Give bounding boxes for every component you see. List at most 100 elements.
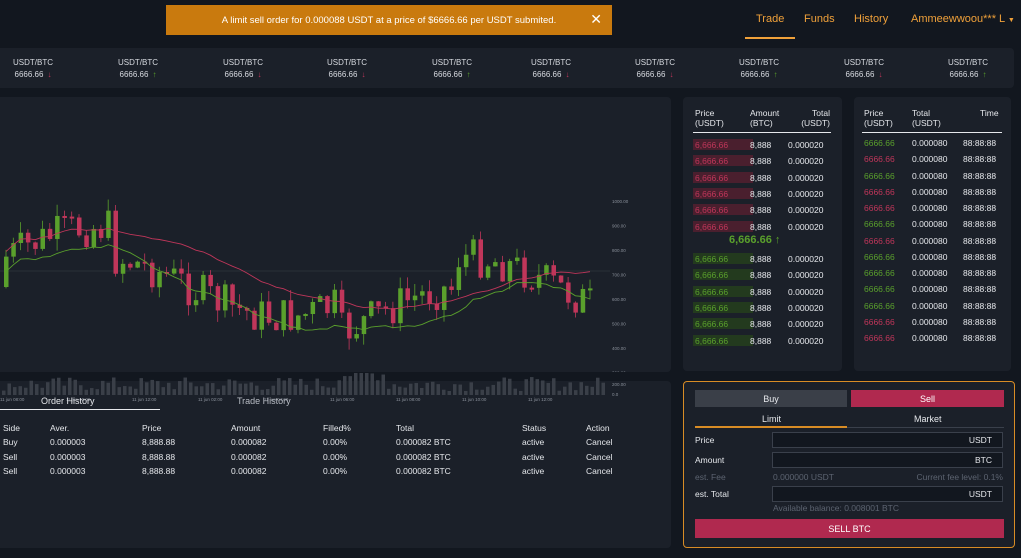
ob-header-total: Total (USDT) <box>801 108 830 128</box>
ask-depth-bar <box>693 220 753 232</box>
ticker-item[interactable]: USDT/BTC 6666.66 ↓ <box>521 58 581 79</box>
candle-body <box>412 295 418 301</box>
volume-bar <box>326 387 330 395</box>
trade-row: 6666.66 0.000080 88:88:88 <box>854 281 1011 297</box>
trade-total: 0.000080 <box>912 138 948 148</box>
candle-body <box>157 272 162 288</box>
volume-bar <box>35 384 39 395</box>
candle-body <box>347 312 352 339</box>
ticker-pair: USDT/BTC <box>531 58 571 67</box>
bid-amount: 8,888 <box>750 319 772 330</box>
candle-body <box>91 228 97 247</box>
nav-history[interactable]: History <box>854 13 889 25</box>
candle-body <box>434 303 440 310</box>
volume-bar <box>513 388 517 395</box>
ticker-item[interactable]: USDT/BTC 6666.66 ↑ <box>938 58 998 79</box>
bid-row[interactable]: 6,666.66 8,888 0.000020 <box>683 284 842 300</box>
ticker-item[interactable]: USDT/BTC 6666.66 ↑ <box>422 58 482 79</box>
trade-row: 6666.66 0.000080 88:88:88 <box>854 184 1011 200</box>
nav-funds[interactable]: Funds <box>804 13 835 25</box>
candle-body <box>383 306 389 309</box>
tab-limit[interactable]: Limit <box>762 414 782 424</box>
candle-body <box>259 301 264 330</box>
candle-body <box>142 261 148 264</box>
ask-row[interactable]: 6,666.66 8,888 0.000020 <box>683 153 842 169</box>
bid-row[interactable]: 6,666.66 8,888 0.000020 <box>683 251 842 267</box>
volume-bar <box>46 382 50 395</box>
total-label: est. Total <box>695 489 729 499</box>
ticker-item[interactable]: USDT/BTC 6666.66 ↑ <box>729 58 789 79</box>
candle-body <box>135 261 140 268</box>
volume-bar <box>535 379 539 395</box>
trade-time: 88:88:88 <box>963 138 997 148</box>
ticker-item[interactable]: USDT/BTC 6666.66 ↓ <box>625 58 685 79</box>
ticker-item[interactable]: USDT/BTC 6666.66 ↑ <box>108 58 168 79</box>
candle-body <box>420 291 425 296</box>
volume-bar <box>574 390 578 395</box>
bid-price: 6,666.66 <box>695 270 729 281</box>
close-icon[interactable]: ✕ <box>590 11 602 27</box>
bid-depth-bar <box>693 253 753 264</box>
ask-row[interactable]: 6,666.66 8,888 0.000020 <box>683 137 842 153</box>
ask-row[interactable]: 6,666.66 8,888 0.000020 <box>683 170 842 186</box>
arrow-up-icon: ↑ <box>152 70 157 79</box>
candle-body <box>536 274 542 288</box>
cancel-button[interactable]: Cancel <box>586 437 613 447</box>
sell-tab-button[interactable]: Sell <box>851 390 1004 407</box>
tab-market[interactable]: Market <box>914 414 942 424</box>
trade-price: 6666.66 <box>864 154 895 165</box>
tab-order-history[interactable]: Order History <box>41 396 95 406</box>
bid-row[interactable]: 6,666.66 8,888 0.000020 <box>683 267 842 283</box>
price-input[interactable]: USDT <box>772 432 1003 448</box>
trade-row: 6666.66 0.000080 88:88:88 <box>854 233 1011 249</box>
volume-bar <box>480 389 484 395</box>
volume-tick-label: 200.00 <box>612 382 626 387</box>
ticker-item[interactable]: USDT/BTC 6666.66 ↓ <box>213 58 273 79</box>
trade-row: 6666.66 0.000080 88:88:88 <box>854 314 1011 330</box>
ticker-price: 6666.66 <box>949 70 979 79</box>
candle-body <box>580 288 586 313</box>
candle-body <box>230 284 235 305</box>
ticker-item[interactable]: USDT/BTC 6666.66 ↓ <box>317 58 377 79</box>
volume-bar <box>436 384 440 395</box>
nav-trade[interactable]: Trade <box>744 13 796 39</box>
amount-input[interactable]: BTC <box>772 452 1003 468</box>
volume-bar <box>101 380 105 395</box>
bid-row[interactable]: 6,666.66 8,888 0.000020 <box>683 316 842 332</box>
volume-bar <box>392 384 396 395</box>
cancel-button[interactable]: Cancel <box>586 466 613 476</box>
cancel-button[interactable]: Cancel <box>586 451 613 462</box>
volume-bar <box>370 373 374 395</box>
buy-tab-button[interactable]: Buy <box>695 390 847 407</box>
volume-bar <box>343 376 347 395</box>
candlestick-chart[interactable]: 1000.00 900.00 800.00 700.00 600.00 500.00 400… <box>0 97 671 376</box>
trade-time: 88:88:88 <box>963 284 997 295</box>
ticker-item[interactable]: USDT/BTC 6666.66 ↓ <box>3 58 63 79</box>
ask-row[interactable]: 6,666.66 8,888 0.000020 <box>683 219 842 235</box>
tab-trade-history[interactable]: Trade History <box>237 396 291 406</box>
bid-row[interactable]: 6,666.66 8,888 0.000020 <box>683 333 842 349</box>
limit-underline <box>695 426 847 428</box>
candle-body <box>11 243 16 257</box>
x-tick-label: 11 jun 12:00 <box>132 397 157 402</box>
trade-time: 88:88:88 <box>963 251 997 262</box>
candle-body <box>128 263 133 268</box>
candle-body <box>478 239 483 278</box>
ask-row[interactable]: 6,666.66 8,888 0.000020 <box>683 186 842 202</box>
candle-body <box>237 304 243 308</box>
user-menu[interactable]: Ammeewwoou*** L ▼ <box>911 13 1015 25</box>
sell-btc-button[interactable]: SELL BTC <box>695 519 1004 538</box>
price-chart[interactable]: 1000.00 900.00 800.00 700.00 600.00 500.00 400… <box>0 97 671 376</box>
ask-depth-bar <box>693 204 753 216</box>
volume-bar <box>216 389 220 395</box>
ask-row[interactable]: 6,666.66 8,888 0.000020 <box>683 202 842 218</box>
candle-body <box>405 288 410 301</box>
candle-body <box>223 284 228 311</box>
total-input[interactable]: USDT <box>772 486 1003 502</box>
volume-bar <box>145 382 149 395</box>
bid-row[interactable]: 6,666.66 8,888 0.000020 <box>683 300 842 316</box>
arrow-down-icon: ↓ <box>257 70 262 79</box>
ticker-item[interactable]: USDT/BTC 6666.66 ↓ <box>834 58 894 79</box>
trade-total: 0.000080 <box>912 235 948 246</box>
y-tick-label: 500.00 <box>612 322 626 327</box>
